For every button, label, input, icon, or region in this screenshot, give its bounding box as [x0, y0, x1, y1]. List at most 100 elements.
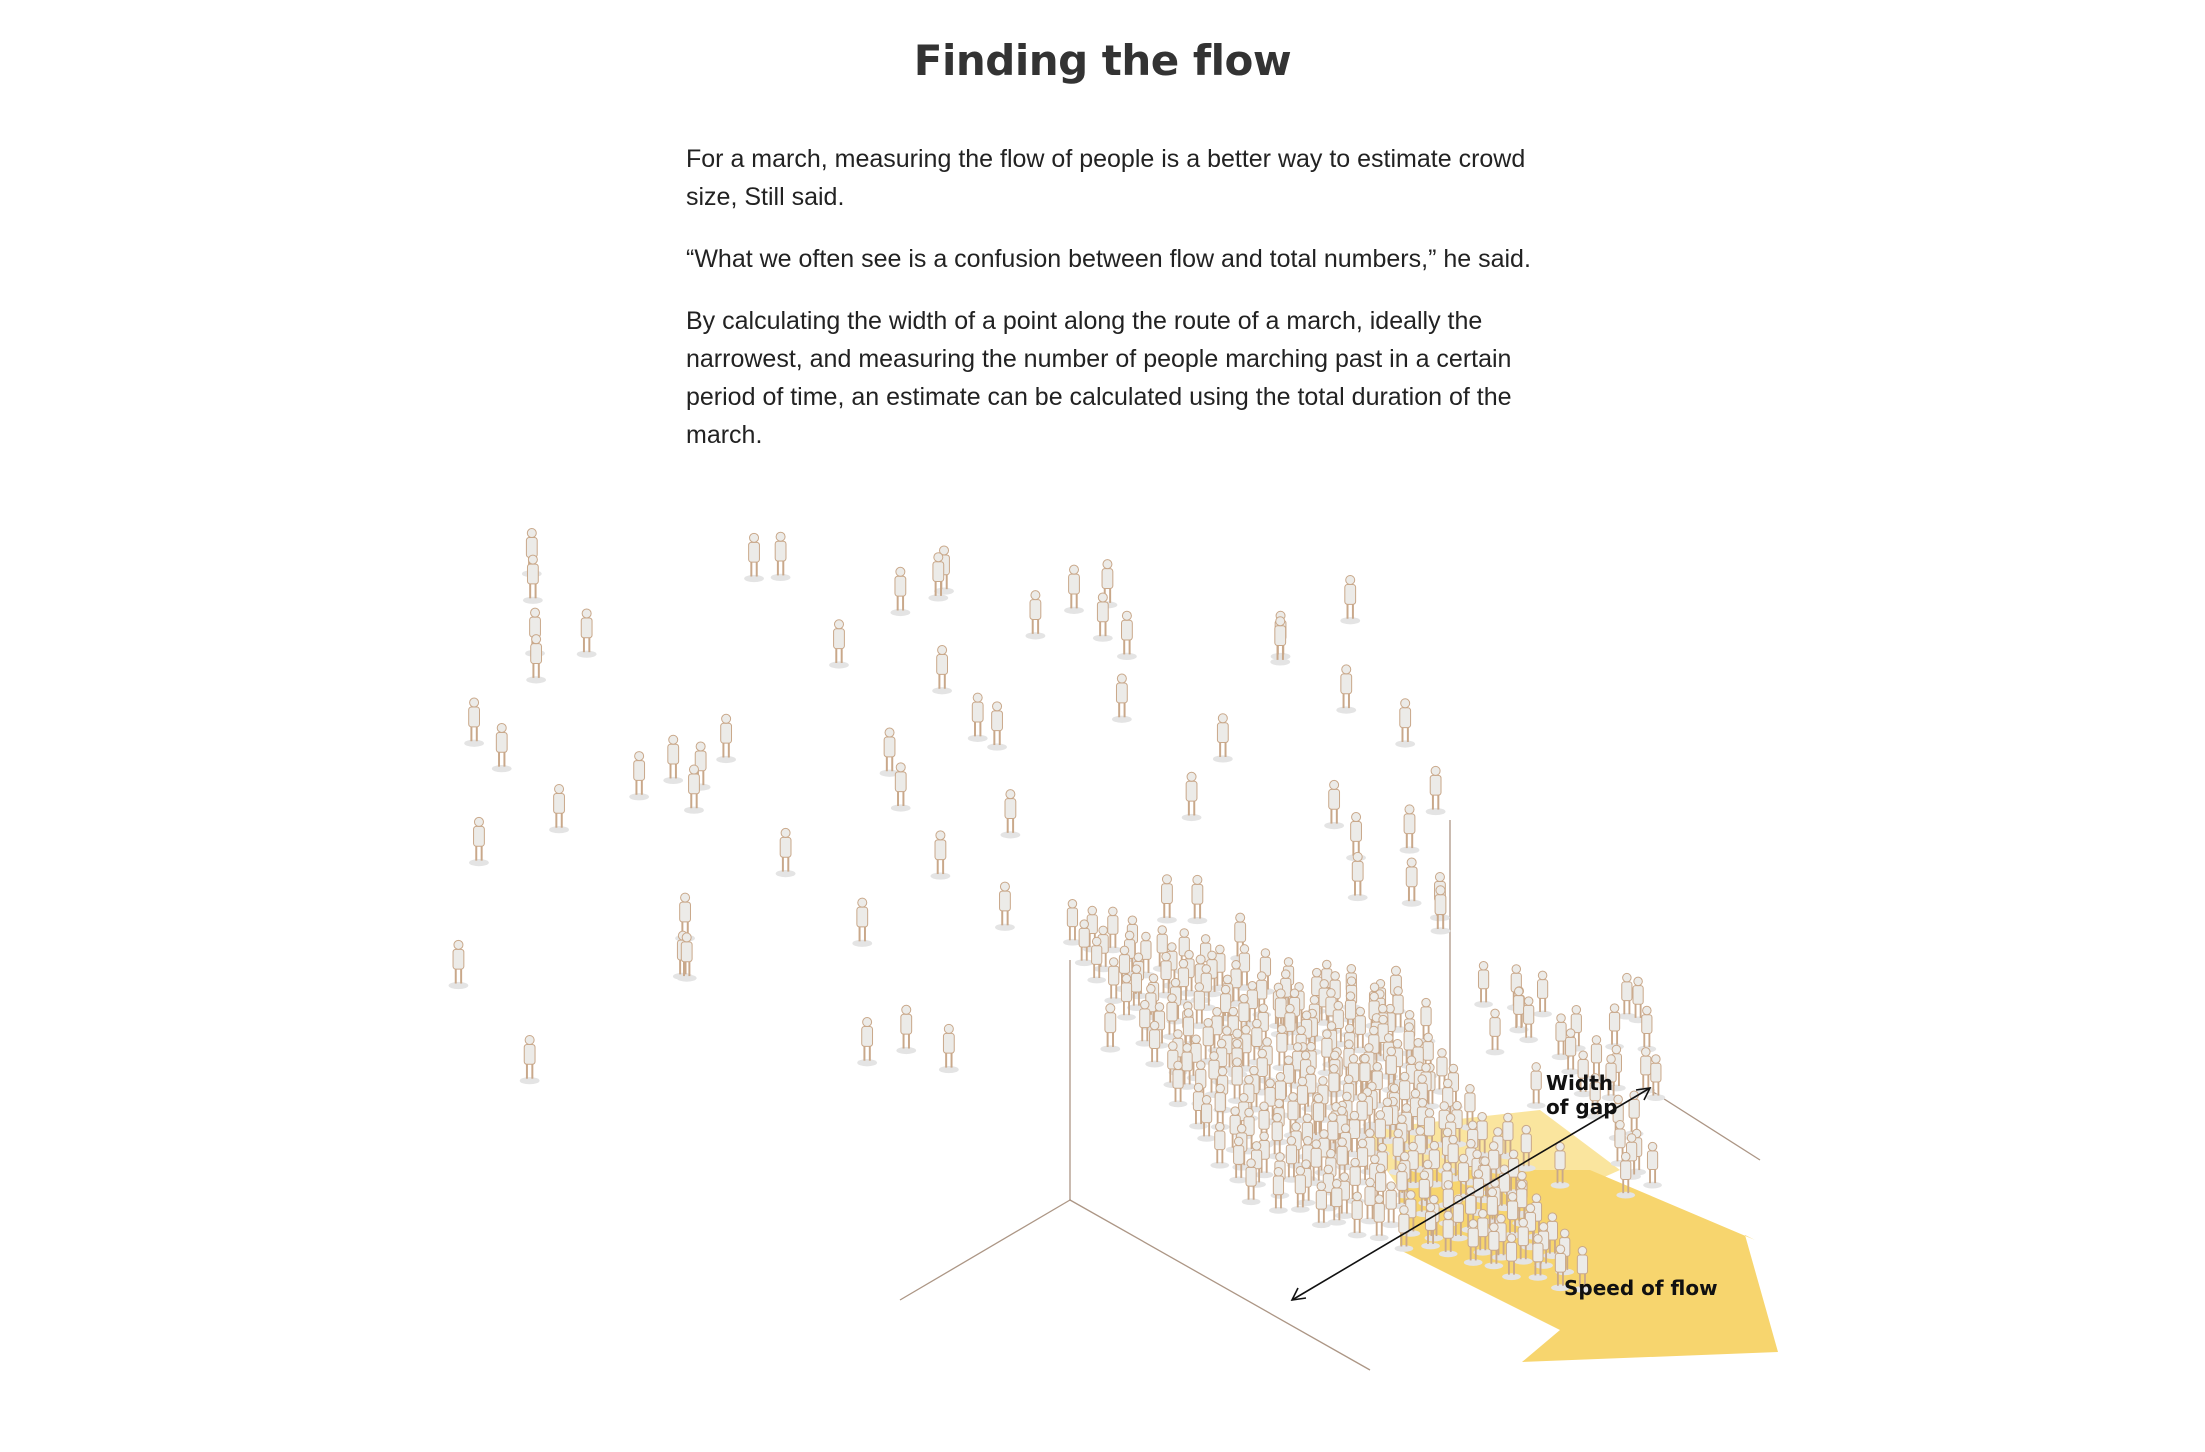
person-shadow	[491, 765, 512, 773]
person-head	[1468, 1219, 1478, 1229]
person-body	[1104, 1012, 1117, 1034]
person-head	[1355, 1006, 1366, 1017]
person-body	[1359, 1062, 1371, 1083]
person-head	[895, 566, 906, 577]
person-shadow	[519, 1077, 540, 1085]
person-head	[1258, 1003, 1268, 1014]
person-head	[1350, 1157, 1360, 1168]
person-head	[1525, 1203, 1536, 1213]
person-body	[1238, 1002, 1250, 1023]
person-head	[721, 713, 732, 724]
person-body	[680, 941, 693, 963]
person-head	[1222, 1026, 1232, 1036]
person-body	[1364, 1186, 1376, 1206]
speed-of-flow-label: Speed of flow	[1564, 1276, 1718, 1300]
person-head	[1182, 1043, 1192, 1053]
person-shadow	[1526, 1102, 1546, 1109]
person-figure	[1157, 874, 1177, 924]
person-body	[530, 643, 543, 664]
person-head	[1374, 1194, 1384, 1204]
person-head	[1105, 1003, 1116, 1014]
person-head	[1488, 1141, 1499, 1151]
person-head	[531, 634, 542, 645]
person-shadow	[1168, 1100, 1188, 1108]
person-body	[971, 701, 984, 723]
person-figure	[1340, 575, 1361, 625]
person-head	[668, 734, 679, 745]
person-figure	[1516, 1124, 1536, 1172]
person-head	[1312, 967, 1322, 978]
person-figure	[995, 881, 1015, 931]
person-head	[1467, 1120, 1478, 1130]
person-head	[1383, 1033, 1394, 1043]
person-figure	[930, 830, 951, 880]
person-head	[1406, 1190, 1416, 1200]
person-head	[1149, 1020, 1160, 1031]
person-body	[1130, 972, 1142, 993]
person-head	[1555, 1244, 1566, 1254]
person-body	[942, 1032, 955, 1054]
person-body	[1181, 1051, 1193, 1072]
person-shadow	[1395, 740, 1416, 748]
person-head	[1241, 1025, 1251, 1035]
person-head	[1351, 812, 1362, 823]
person-head	[1179, 928, 1189, 938]
person-head	[1306, 1041, 1316, 1052]
person-shadow	[1519, 1036, 1539, 1044]
person-head	[1421, 1062, 1431, 1073]
person-body	[679, 901, 691, 923]
person-body	[1340, 673, 1353, 695]
person-shadow	[1336, 706, 1357, 714]
crowd-flow-illustration	[430, 500, 1830, 1400]
person-head	[1260, 948, 1271, 958]
person-body	[1274, 625, 1287, 646]
person-head	[1419, 1170, 1430, 1180]
person-figure	[1063, 898, 1082, 946]
person-body	[1506, 1200, 1519, 1221]
person-shadow	[1573, 1090, 1593, 1098]
person-body	[1251, 1027, 1263, 1047]
person-head	[1249, 1065, 1259, 1076]
person-head	[1448, 1063, 1459, 1074]
person-figure	[1115, 945, 1134, 993]
person-head	[1326, 1021, 1337, 1031]
person-head	[1067, 898, 1078, 909]
person-head	[935, 830, 946, 841]
person-shadow	[464, 739, 484, 747]
person-body	[1590, 1043, 1603, 1064]
person-figure	[1347, 851, 1368, 902]
person-head	[1478, 961, 1489, 971]
person-head	[1622, 972, 1632, 983]
person-figure	[879, 727, 900, 777]
person-head	[581, 608, 592, 619]
person-body	[1214, 1130, 1226, 1151]
person-head	[1496, 1213, 1506, 1224]
person-body	[1434, 894, 1447, 916]
person-figure	[1550, 1141, 1570, 1189]
person-shadow	[1210, 1161, 1230, 1169]
person-head	[1466, 1138, 1476, 1149]
person-body	[526, 563, 539, 585]
person-head	[1157, 925, 1167, 935]
person-figure	[1394, 1205, 1414, 1252]
person-figure	[1162, 993, 1182, 1041]
person-head	[933, 552, 944, 563]
person-head	[1178, 958, 1189, 969]
person-body	[779, 836, 792, 858]
person-body	[1139, 1008, 1151, 1029]
person-shadow	[1063, 938, 1082, 946]
person-head	[1442, 1161, 1452, 1172]
person-head	[1184, 949, 1194, 960]
person-head	[1397, 1162, 1407, 1173]
person-figure	[1241, 1158, 1261, 1206]
person-body	[861, 1026, 874, 1047]
person-shadow	[1551, 1284, 1570, 1292]
person-head	[680, 892, 691, 903]
person-head	[1417, 1074, 1427, 1084]
person-body	[1193, 990, 1205, 1011]
person-head	[1386, 1181, 1396, 1191]
person-head	[1232, 1039, 1242, 1049]
person-shadow	[1509, 1026, 1529, 1034]
person-head	[1295, 1166, 1306, 1176]
person-head	[1030, 590, 1041, 601]
